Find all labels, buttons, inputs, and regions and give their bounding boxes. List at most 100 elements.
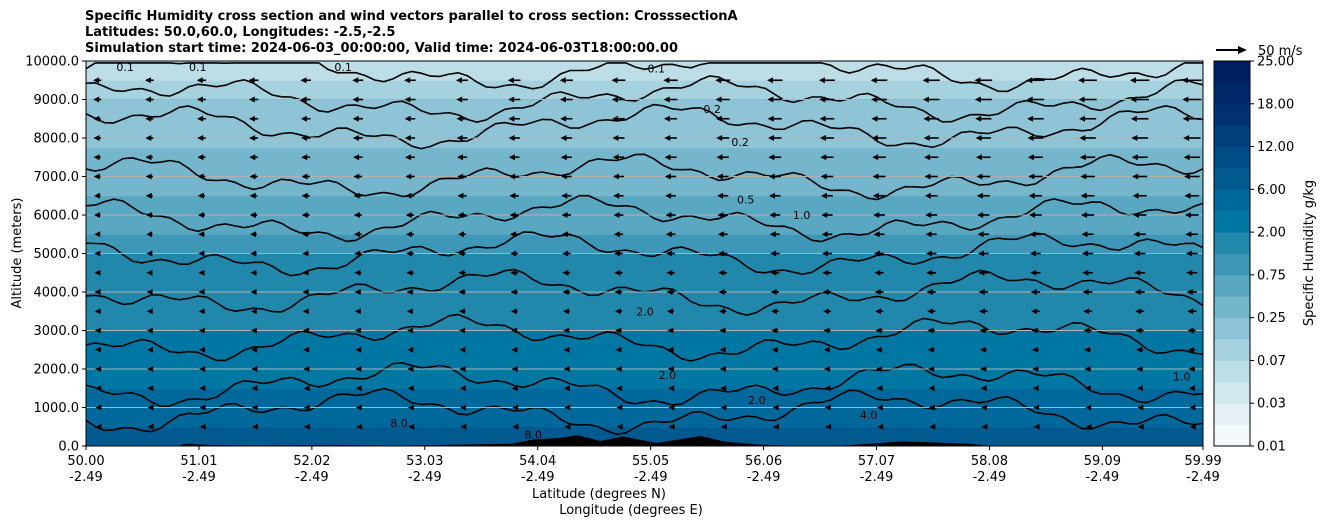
wind-arrow-head: [1029, 250, 1036, 257]
wind-arrow-head: [562, 250, 569, 257]
wind-arrow-head: [824, 385, 831, 392]
contour-label: 0.1: [189, 61, 207, 74]
wind-arrow-head: [1085, 423, 1092, 430]
wind-arrow-head: [1132, 192, 1139, 199]
wind-arrow-head: [925, 250, 932, 257]
wind-arrow-head: [715, 77, 722, 84]
wind-arrow-head: [457, 192, 464, 199]
wind-arrow-head: [769, 231, 776, 238]
wind-arrow-head: [196, 96, 203, 103]
colorbar-segment: [1214, 210, 1250, 233]
title-line-3: Simulation start time: 2024-06-03_00:00:…: [85, 41, 678, 56]
wind-arrow-head: [563, 366, 570, 372]
wind-arrow-head: [1186, 289, 1193, 295]
wind-arrow-head: [1032, 366, 1039, 372]
wind-arrow-head: [559, 96, 566, 103]
y-tick-label: 0.0: [58, 440, 79, 455]
wind-arrow-head: [1129, 77, 1136, 84]
contour-line: [86, 103, 1203, 150]
wind-arrow-head: [300, 115, 307, 122]
wind-arrow-head: [145, 135, 152, 141]
wind-arrow-head: [876, 366, 883, 372]
wind-arrow-head: [507, 77, 514, 84]
humidity-band: [86, 195, 1203, 206]
wind-arrow-head: [510, 308, 517, 315]
wind-arrow-head: [455, 77, 462, 84]
wind-arrow-head: [303, 404, 310, 411]
y-tick-label: 10000.0: [25, 55, 79, 70]
humidity-band: [86, 128, 1203, 139]
wind-arrow-head: [718, 308, 725, 315]
wind-arrow-head: [1028, 192, 1035, 199]
wind-arrow-head: [1185, 231, 1192, 238]
colorbar-tick-label: 0.07: [1257, 354, 1286, 369]
contour-label: 0.1: [116, 61, 134, 74]
wind-arrow-head: [1188, 366, 1195, 372]
wind-arrow-head: [197, 173, 204, 180]
wind-arrow-head: [1029, 231, 1036, 238]
wind-arrow-head: [979, 346, 986, 353]
colorbar-segment: [1214, 146, 1250, 169]
wind-arrow-head: [1078, 115, 1085, 122]
wind-arrow-head: [352, 135, 359, 141]
wind-arrow-head: [871, 115, 878, 122]
wind-arrow-head: [667, 327, 674, 334]
wind-arrow-head: [146, 231, 153, 238]
wind-arrow-head: [1081, 212, 1088, 218]
wind-arrow-head: [1079, 154, 1086, 161]
wind-arrow-head: [927, 327, 934, 334]
wind-arrow-head: [303, 346, 310, 353]
wind-arrow-head: [612, 115, 619, 122]
wind-arrow-head: [768, 135, 775, 141]
wind-arrow-head: [302, 289, 309, 295]
humidity-band: [86, 282, 1203, 293]
wind-arrow-head: [1134, 269, 1141, 276]
wind-arrow-head: [1030, 289, 1037, 295]
wind-arrow-head: [1131, 154, 1138, 161]
wind-arrow-head: [353, 192, 360, 199]
wind-arrow-head: [977, 212, 984, 218]
wind-arrow-head: [1187, 327, 1194, 334]
humidity-band: [86, 397, 1203, 408]
wind-arrow-head: [1084, 385, 1091, 392]
x-tick-label-lon: -2.49: [69, 470, 103, 485]
wind-arrow-head: [978, 289, 985, 295]
wind-arrow-head: [977, 231, 984, 238]
wind-arrow-head: [248, 77, 255, 84]
wind-arrow-head: [249, 173, 256, 180]
x-tick-label-lat: 57.07: [858, 454, 895, 469]
wind-arrow-head: [405, 154, 412, 161]
wind-arrow-head: [456, 154, 463, 161]
wind-arrow-head: [147, 366, 154, 372]
wind-arrow-head: [564, 404, 571, 411]
wind-arrow-head: [1137, 404, 1144, 411]
wind-arrow-head: [147, 423, 154, 430]
wind-arrow-head: [1184, 173, 1191, 180]
wind-arrow-head: [928, 366, 935, 372]
wind-arrow-head: [823, 327, 830, 334]
wind-arrow-head: [354, 269, 361, 276]
wind-arrow-head: [818, 77, 825, 84]
wind-arrow-head: [407, 346, 414, 353]
wind-arrow-head: [250, 250, 257, 257]
wind-arrow-head: [251, 404, 258, 411]
wind-arrow-head: [819, 115, 826, 122]
colorbar-label: Specific Humidity g/kg: [1302, 180, 1317, 326]
y-tick-label: 7000.0: [34, 170, 80, 185]
contour-label: 2.0: [748, 394, 766, 407]
wind-arrow-head: [926, 289, 933, 295]
wind-arrow-head: [769, 212, 776, 218]
wind-arrow-head: [1133, 231, 1140, 238]
wind-arrow-head: [924, 192, 931, 199]
colorbar-frame: [1213, 60, 1251, 447]
wind-arrow-head: [1189, 404, 1196, 411]
wind-arrow-head: [716, 135, 723, 141]
contour-line: [86, 62, 1203, 93]
wind-arrow-head: [511, 385, 518, 392]
contour-label: 1.0: [1173, 371, 1191, 384]
wind-arrow-head: [1081, 231, 1088, 238]
wind-arrow-head: [979, 308, 986, 315]
wind-arrow-head: [404, 77, 411, 84]
wind-arrow-head: [303, 366, 310, 372]
